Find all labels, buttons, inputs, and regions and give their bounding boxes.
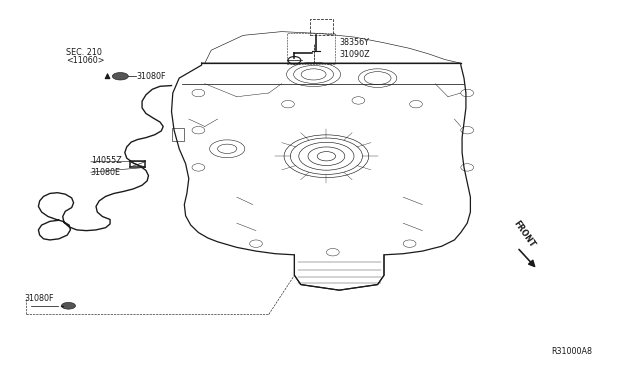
Text: FRONT: FRONT — [512, 219, 537, 249]
Text: SEC. 210: SEC. 210 — [66, 48, 102, 57]
Bar — [287, 33, 335, 64]
Ellipse shape — [113, 73, 128, 80]
Text: 38356Y: 38356Y — [339, 38, 369, 47]
Text: 31080F: 31080F — [136, 72, 166, 81]
Text: 31090Z: 31090Z — [339, 50, 370, 59]
Text: 31080F: 31080F — [24, 294, 54, 303]
Bar — [172, 128, 184, 141]
Text: R31000A8: R31000A8 — [552, 347, 593, 356]
Text: 14055Z: 14055Z — [91, 156, 122, 165]
Text: <11060>: <11060> — [66, 56, 104, 65]
Ellipse shape — [61, 302, 76, 309]
Text: 31080E: 31080E — [91, 168, 121, 177]
